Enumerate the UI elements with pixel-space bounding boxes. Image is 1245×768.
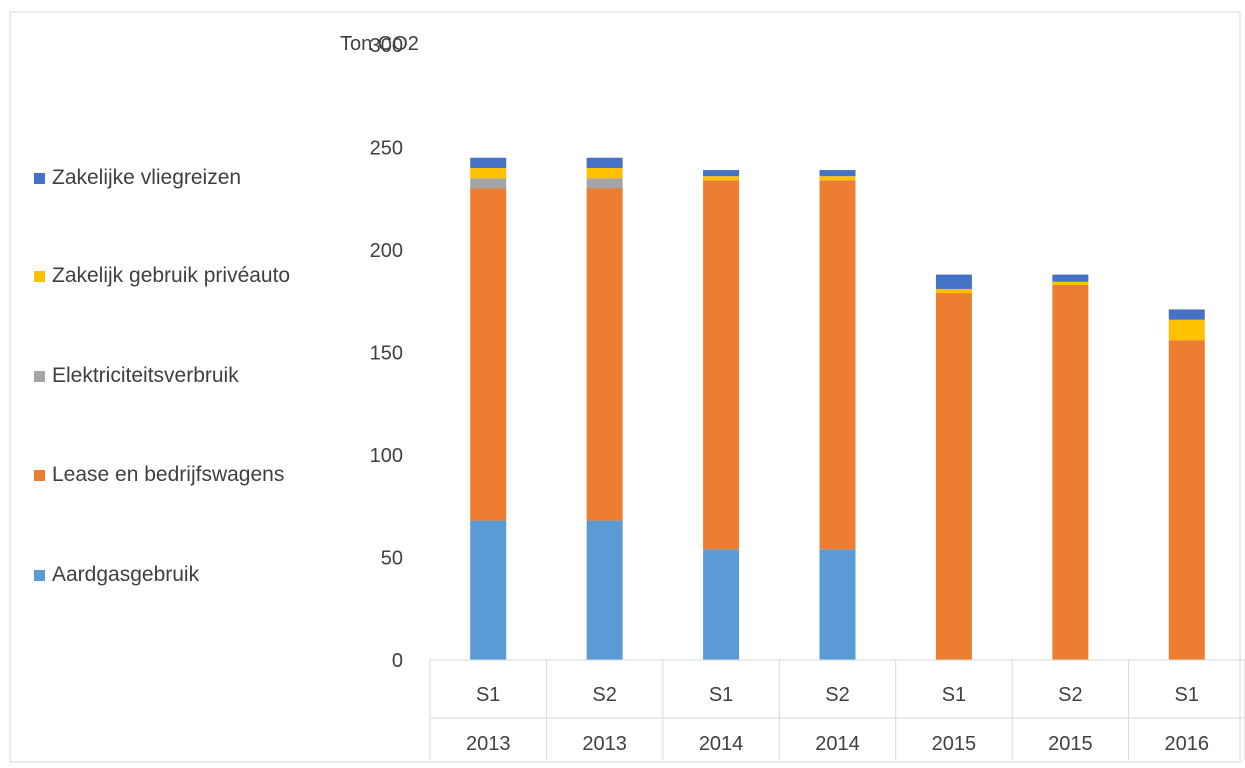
bar-segment <box>470 178 507 189</box>
bar-segment <box>703 180 740 550</box>
legend-swatch <box>34 469 45 481</box>
y-tick-label: 100 <box>370 445 403 467</box>
bar-segment <box>1052 284 1089 660</box>
legend-label: Aardgasgebruik <box>52 563 200 586</box>
x-tick-label-year: 2015 <box>932 733 977 755</box>
x-tick-label-year: 2014 <box>815 733 860 755</box>
bar-segment <box>1168 309 1205 320</box>
legend-item-lease-en-bedrijfswagens: Lease en bedrijfswagens <box>34 463 284 487</box>
bar-segment <box>470 188 507 521</box>
y-tick-label: 0 <box>392 650 403 672</box>
x-axis: S1 2013 S2 2013 S1 2014 S2 2014 S1 2015 S2 2015 S1 20… <box>429 659 1245 760</box>
bar-segment <box>1168 319 1205 341</box>
y-tick-label: 200 <box>370 240 403 262</box>
bar-segment <box>470 168 507 179</box>
legend-item-elektriciteitsverbruik: Elektriciteitsverbruik <box>34 364 239 388</box>
x-tick-label-year: 2014 <box>699 733 744 755</box>
legend-label: Elektriciteitsverbruik <box>52 364 239 387</box>
x-tick-label-year: 2016 <box>1165 733 1210 755</box>
x-tick-label-sub: S2 <box>825 684 849 706</box>
x-tick-label-sub: S1 <box>942 684 966 706</box>
bar-segment <box>586 188 623 521</box>
legend-item-aardgasgebruik: Aardgasgebruik <box>34 563 199 587</box>
bar-segment <box>586 520 623 660</box>
legend-label: Lease en bedrijfswagens <box>52 463 285 486</box>
legend-swatch <box>34 270 45 282</box>
bar-segment <box>586 178 623 189</box>
bar-segment <box>819 176 856 181</box>
bar-segment <box>1052 281 1089 285</box>
bar-segment <box>470 157 507 168</box>
y-tick-label: 300 <box>370 35 403 57</box>
x-tick-label-year: 2013 <box>466 733 511 755</box>
bar-segment <box>935 293 972 660</box>
y-tick-label: 50 <box>381 548 403 570</box>
bar-segment <box>819 180 856 550</box>
chart-area-border <box>9 11 1241 763</box>
bars <box>470 157 1205 660</box>
bar-segment <box>586 157 623 168</box>
legend-item-zakelijke-vliegreizen: Zakelijke vliegreizen <box>34 166 241 190</box>
x-tick-label-sub: S1 <box>709 684 733 706</box>
y-axis-title: Ton CO2 <box>340 33 419 55</box>
bar-segment <box>935 274 972 289</box>
legend-label: Zakelijke vliegreizen <box>52 166 242 189</box>
x-tick-label-sub: S1 <box>1175 684 1199 706</box>
x-tick-label-sub: S2 <box>1058 684 1082 706</box>
x-tick-label-year: 2013 <box>582 733 627 755</box>
bar-segment <box>819 170 856 177</box>
bar-segment <box>703 176 740 181</box>
x-tick-label-sub: S2 <box>592 684 616 706</box>
y-tick-label: 150 <box>370 343 403 365</box>
y-axis-ticks: 0 50 100 150 200 250 300 <box>370 35 403 672</box>
bar-segment <box>470 520 507 660</box>
x-tick-label-year: 2015 <box>1048 733 1093 755</box>
legend-swatch <box>34 569 45 581</box>
bar-segment <box>1168 340 1205 660</box>
y-tick-label: 250 <box>370 138 403 160</box>
bar-segment <box>935 288 972 294</box>
bar-segment <box>819 549 856 660</box>
bar-segment <box>703 549 740 660</box>
x-tick-label-sub: S1 <box>476 684 500 706</box>
legend-swatch <box>34 370 45 382</box>
legend-swatch <box>34 172 45 184</box>
bar-segment <box>703 170 740 177</box>
legend-item-zakelijk-gebruik-priveauto: Zakelijk gebruik privéauto <box>34 264 290 288</box>
bar-segment <box>1052 274 1089 282</box>
bar-segment <box>586 168 623 179</box>
legend-label: Zakelijk gebruik privéauto <box>52 264 291 287</box>
